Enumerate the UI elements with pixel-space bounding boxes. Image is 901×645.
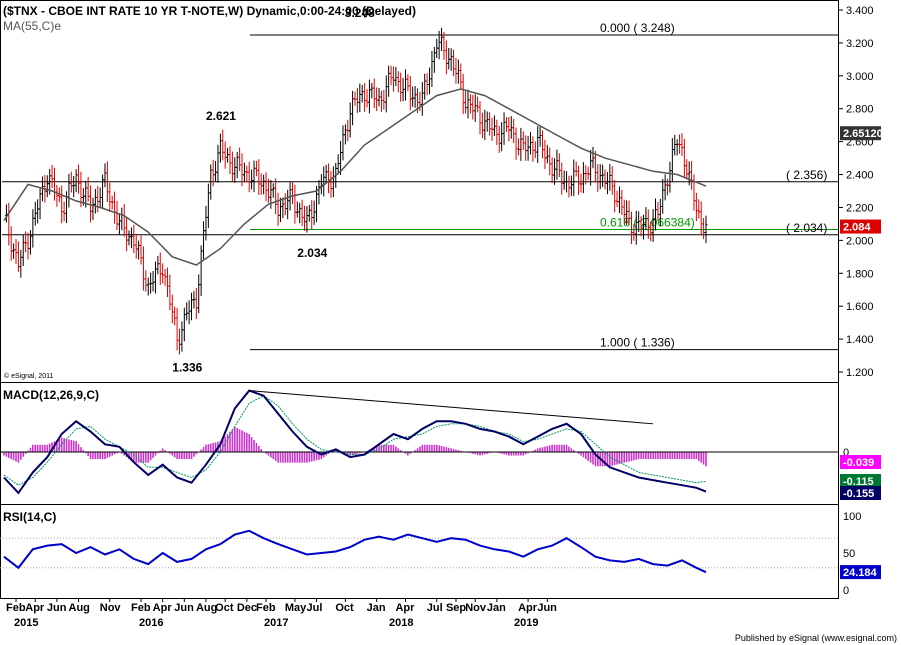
price-bar [704,215,708,244]
rsi-tick-label: 50 [843,548,855,560]
month-label: Oct [335,602,354,614]
year-label: 2018 [389,617,413,629]
month-label: Jul [427,602,443,614]
month-label: Nov [465,602,487,614]
month-label: Jun [174,602,194,614]
fib-line-label: 1.000 ( 1.336) [600,336,675,350]
chart-frame [0,0,839,599]
year-label: 2016 [139,617,163,629]
price-tick-label: 3.000 [846,71,874,83]
svg-text:2.651205: 2.651205 [843,128,889,140]
price-annotation: 1.336 [172,361,202,375]
year-label: 2017 [264,617,288,629]
price-tick-label: 1.800 [846,268,874,280]
rsi-tags: 24.184 [840,565,881,580]
macd-label: MACD(12,26,9,C) [3,388,99,402]
month-label: Oct [215,602,234,614]
fibonacci-lines: 0.000 ( 3.248) ( 2.356) 0.618 ( 2.066384) (… [2,21,838,351]
macd-tags: -0.039 -0.115-0.155 [840,455,881,500]
price-annotations: 3.248 2.621 2.034 1.336 [172,6,375,375]
price-tag: 2.084 [840,219,881,234]
month-label: Jun [537,602,557,614]
price-annotation: 2.034 [297,246,327,260]
fib-line-label: 0.000 ( 3.248) [600,21,675,35]
price-annotation: 3.248 [345,6,375,20]
month-label: Sep [446,602,466,614]
footer: Published by eSignal (www.esignal.com) [734,633,897,643]
fib-line-label: ( 2.356) [786,168,827,182]
price-tick-label: 1.600 [846,301,874,313]
macd-zero-label: 0 [843,447,849,459]
price-tick-label: 2.000 [846,235,874,247]
price-tick-label: 2.800 [846,104,874,116]
price-tick-label: 3.200 [846,38,874,50]
month-label: Jan [487,602,506,614]
month-label: Dec [237,602,257,614]
svg-text:24.184: 24.184 [843,567,878,579]
fib-line-label: ( 2.034) [786,221,827,235]
watermark: © eSignal, 2011 [4,372,54,380]
rsi-tag: 24.184 [840,565,881,580]
rsi-tick-label: 100 [843,511,861,523]
month-label: Jan [367,602,386,614]
rsi-axis: 100 50 0 [0,511,861,597]
macd-tag: -0.115 [840,474,881,488]
macd-tag: -0.155 [840,486,881,500]
price-tick-label: 3.400 [846,5,874,17]
year-label: 2019 [514,617,538,629]
month-label: Apr [153,602,173,614]
rsi-label: RSI(14,C) [3,510,56,524]
fib-line-label: 0.618 ( 2.066384) [600,215,695,229]
price-tick-label: 1.200 [846,367,874,379]
month-label: Feb [6,602,26,614]
month-label: Aug [196,602,217,614]
month-label: Jul [307,602,323,614]
price-tick-label: 2.200 [846,202,874,214]
price-tag: 2.651205 [840,126,889,141]
rsi-line [3,529,707,574]
month-label: Nov [100,602,122,614]
month-label: Aug [69,602,90,614]
month-label: Jun [47,602,67,614]
month-label: May [285,602,307,614]
month-label: Apr [395,602,415,614]
macd-histogram [3,426,707,467]
ma-55-line [3,88,707,266]
price-tags: 2.651205 2.084 [840,126,889,234]
macd-line [3,389,707,495]
svg-text:-0.115: -0.115 [843,476,874,488]
macd-signal-line [3,395,707,486]
price-tick-label: 2.400 [846,170,874,182]
svg-text:-0.039: -0.039 [843,457,874,469]
price-tick-label: 1.400 [846,334,874,346]
month-label: Feb [256,602,276,614]
month-label: Feb [131,602,151,614]
year-label: 2015 [14,617,38,629]
macd-tag: -0.039 [840,455,881,469]
svg-text:2.084: 2.084 [843,222,871,234]
rsi-tick-label: 0 [843,585,849,597]
price-axis: 3.4003.2003.0002.8002.6002.4002.2002.000… [838,5,874,379]
price-annotation: 2.621 [206,109,236,123]
month-label: Apr [518,602,538,614]
svg-text:-0.155: -0.155 [843,488,874,500]
ma-label: MA(55,C)e [3,19,61,33]
macd-trendline [249,390,654,425]
chart-header: ($TNX - CBOE INT RATE 10 YR T-NOTE,W) Dy… [3,4,416,18]
month-label: Apr [25,602,45,614]
